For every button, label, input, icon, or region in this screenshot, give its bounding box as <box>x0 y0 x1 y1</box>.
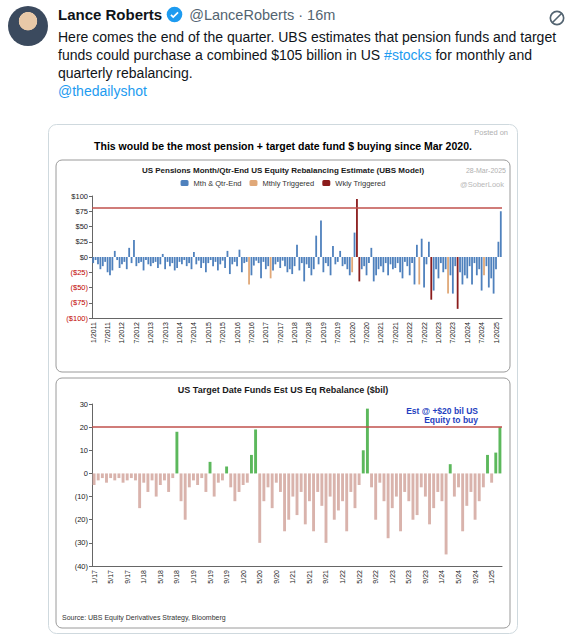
svg-text:(10): (10) <box>75 492 89 501</box>
svg-text:1/25: 1/25 <box>488 570 495 584</box>
svg-text:1/24: 1/24 <box>438 570 445 584</box>
svg-text:Mth & Qtr-End: Mth & Qtr-End <box>194 179 242 188</box>
svg-text:1/19: 1/19 <box>190 570 197 584</box>
svg-text:1/2022: 1/2022 <box>406 322 413 344</box>
svg-text:1/2011: 1/2011 <box>90 322 97 343</box>
svg-text:US Pensions Month/Qtr-End US E: US Pensions Month/Qtr-End US Equity Reba… <box>142 166 425 175</box>
html-text:Lance Roberts: Lance Roberts <box>58 6 163 23</box>
svg-text:7/2021: 7/2021 <box>392 322 399 344</box>
svg-text:9/23: 9/23 <box>422 570 429 584</box>
svg-text:30: 30 <box>80 400 88 409</box>
svg-text:(20): (20) <box>75 515 89 524</box>
svg-text:Wkly Triggered: Wkly Triggered <box>335 179 385 188</box>
svg-text:$25: $25 <box>75 237 88 246</box>
svg-text:9/22: 9/22 <box>372 570 379 584</box>
svg-text:This would be the most pension: This would be the most pension + target … <box>94 140 472 152</box>
svg-text:Equity to buy: Equity to buy <box>424 415 478 425</box>
svg-text:1/2023: 1/2023 <box>435 322 442 344</box>
svg-text:1/2015: 1/2015 <box>205 322 212 344</box>
html-text:Here comes the end of the quar: Here comes the end of the quarter. UBS e… <box>58 29 557 81</box>
svg-text:7/2016: 7/2016 <box>248 322 255 344</box>
svg-text:7/2023: 7/2023 <box>449 322 456 344</box>
svg-text:1/2024: 1/2024 <box>464 322 471 344</box>
svg-text:7/2018: 7/2018 <box>305 322 312 344</box>
svg-text:($25): ($25) <box>70 268 88 277</box>
svg-text:7/2017: 7/2017 <box>277 322 284 344</box>
svg-text:($50): ($50) <box>70 283 88 292</box>
svg-text:(40): (40) <box>75 562 89 571</box>
svg-text:1/2014: 1/2014 <box>176 322 183 344</box>
svg-text:9/17: 9/17 <box>124 570 131 584</box>
svg-text:7/2015: 7/2015 <box>219 322 226 344</box>
svg-text:7/2019: 7/2019 <box>334 322 341 344</box>
svg-text:$100: $100 <box>71 192 88 201</box>
svg-text:5/23: 5/23 <box>405 570 412 584</box>
svg-text:9/24: 9/24 <box>472 570 479 584</box>
svg-text:@SoberLook: @SoberLook <box>460 180 504 189</box>
svg-text:Est @ +$20 bil US: Est @ +$20 bil US <box>406 406 478 416</box>
svg-text:7/2014: 7/2014 <box>190 322 197 344</box>
svg-text:($100): ($100) <box>66 314 88 323</box>
html-text:@LanceRoberts · 16m: @LanceRoberts · 16m <box>189 6 336 23</box>
svg-text:1/2020: 1/2020 <box>349 322 356 344</box>
svg-text:10: 10 <box>80 446 88 455</box>
svg-text:5/24: 5/24 <box>455 570 462 584</box>
svg-text:1/18: 1/18 <box>140 570 147 584</box>
svg-text:1/2012: 1/2012 <box>118 322 125 344</box>
svg-text:$0: $0 <box>80 253 88 262</box>
svg-text:1/2021: 1/2021 <box>377 322 384 344</box>
svg-text:1/20: 1/20 <box>240 570 247 584</box>
svg-text:7/2013: 7/2013 <box>162 322 169 344</box>
svg-text:5/18: 5/18 <box>157 570 164 584</box>
svg-text:5/22: 5/22 <box>356 570 363 584</box>
svg-text:1/2016: 1/2016 <box>234 322 241 344</box>
svg-text:1/2018: 1/2018 <box>291 322 298 344</box>
svg-text:7/2011: 7/2011 <box>104 322 111 343</box>
svg-text:5/19: 5/19 <box>207 570 214 584</box>
svg-text:1/2025: 1/2025 <box>493 322 500 344</box>
svg-text:1/21: 1/21 <box>289 570 296 584</box>
svg-text:28-Mar-2025: 28-Mar-2025 <box>466 167 506 174</box>
svg-text:Posted on: Posted on <box>474 128 508 137</box>
html-text:@thedailyshot: @thedailyshot <box>58 83 147 99</box>
svg-text:9/18: 9/18 <box>173 570 180 584</box>
svg-text:Source: UBS Equity Derivatives: Source: UBS Equity Derivatives Strategy,… <box>62 614 226 622</box>
svg-text:7/2020: 7/2020 <box>363 322 370 344</box>
svg-text:7/2012: 7/2012 <box>133 322 140 344</box>
svg-text:20: 20 <box>80 423 88 432</box>
svg-text:$75: $75 <box>75 207 88 216</box>
svg-text:9/19: 9/19 <box>223 570 230 584</box>
svg-text:5/21: 5/21 <box>306 570 313 584</box>
svg-text:1/23: 1/23 <box>389 570 396 584</box>
svg-text:$50: $50 <box>75 222 88 231</box>
svg-text:1/22: 1/22 <box>339 570 346 584</box>
svg-text:Mthly Triggered: Mthly Triggered <box>262 179 314 188</box>
svg-text:US Target Date Funds Est US Eq: US Target Date Funds Est US Eq Rebalance… <box>178 385 388 395</box>
svg-text:1/2017: 1/2017 <box>262 322 269 344</box>
svg-text:5/20: 5/20 <box>256 570 263 584</box>
svg-text:($75): ($75) <box>70 298 88 307</box>
svg-text:1/17: 1/17 <box>91 570 98 584</box>
svg-text:5/17: 5/17 <box>107 570 114 584</box>
svg-text:9/21: 9/21 <box>322 570 329 584</box>
svg-text:7/2022: 7/2022 <box>421 322 428 344</box>
svg-text:1/2013: 1/2013 <box>147 322 154 344</box>
svg-text:7/2024: 7/2024 <box>478 322 485 344</box>
svg-text:9/20: 9/20 <box>273 570 280 584</box>
svg-text:0: 0 <box>84 469 88 478</box>
svg-text:(30): (30) <box>75 538 89 547</box>
svg-text:1/2019: 1/2019 <box>320 322 327 344</box>
